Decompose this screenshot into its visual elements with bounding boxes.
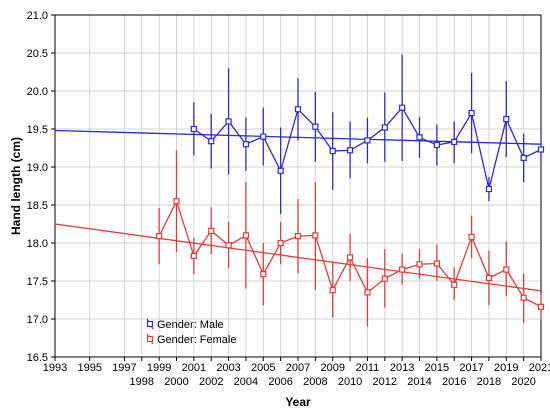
y-axis-ticks: 16.5 17.0 17.5 18.0 18.5 19.0 19.5 20.0 20.5 21.0	[27, 10, 55, 364]
data-point	[225, 118, 232, 125]
y-axis-title: Hand length (cm)	[9, 137, 23, 235]
data-point	[190, 125, 197, 133]
x-tick-label-upper: 2011	[356, 362, 380, 374]
data-point	[433, 260, 440, 267]
x-tick-label-upper: 2015	[425, 362, 449, 374]
x-tick-label-lower: 1998	[130, 376, 154, 388]
x-tick-label-lower: 2016	[442, 376, 466, 388]
data-point	[416, 134, 423, 141]
x-tick-label-upper: 2019	[494, 362, 518, 374]
y-tick-label: 20.5	[27, 48, 48, 60]
data-point	[346, 147, 354, 154]
y-tick-label: 21.0	[27, 10, 48, 22]
data-point	[277, 239, 284, 247]
y-tick-label: 19.0	[27, 162, 48, 174]
data-point	[294, 233, 302, 240]
y-tick-label: 20.0	[27, 86, 48, 98]
data-point	[468, 233, 475, 241]
data-point	[364, 289, 371, 296]
data-point	[381, 275, 388, 282]
x-tick-label-upper: 2007	[286, 362, 310, 374]
data-point	[399, 104, 406, 111]
data-point	[294, 106, 302, 113]
data-point	[329, 147, 336, 155]
legend-marker	[146, 320, 154, 328]
x-tick-label-upper: 1999	[147, 362, 171, 374]
x-tick-label-lower: 2002	[199, 376, 223, 388]
data-point	[537, 146, 545, 153]
y-tick-label: 17.5	[27, 276, 48, 288]
x-tick-label-upper: 1997	[112, 362, 136, 374]
data-point	[260, 133, 267, 140]
y-tick-label: 16.5	[27, 352, 48, 364]
y-tick-label: 19.5	[27, 124, 48, 136]
y-tick-label: 17.0	[27, 314, 48, 326]
x-tick-label-upper: 1995	[77, 362, 101, 374]
x-tick-label-lower: 2020	[511, 376, 535, 388]
x-tick-label-lower: 2006	[268, 376, 292, 388]
data-point	[242, 141, 250, 148]
series-group	[190, 54, 545, 215]
data-point	[485, 185, 493, 193]
data-point	[485, 274, 493, 282]
x-tick-label-lower: 2014	[407, 376, 431, 388]
legend-label: Gender: Male	[157, 319, 224, 331]
x-tick-label-lower: 2012	[373, 376, 397, 388]
data-point	[312, 232, 319, 239]
data-point	[537, 303, 545, 310]
x-tick-label-lower: 2000	[164, 376, 188, 388]
data-point	[433, 141, 440, 149]
data-point	[346, 254, 354, 261]
x-axis-title: Year	[285, 395, 311, 409]
legend: Gender: Male Gender: Female	[146, 318, 236, 346]
x-tick-label-upper: 1993	[43, 362, 67, 374]
data-point	[173, 198, 180, 205]
data-point	[416, 261, 423, 268]
data-point	[277, 167, 284, 174]
legend-marker	[146, 335, 154, 343]
data-point	[190, 252, 197, 260]
x-axis-ticks: 1993 1995 1997 1999 2001 2003 2005 2007 2009 2011…	[43, 357, 550, 388]
data-series	[156, 54, 545, 327]
series-group	[156, 150, 545, 327]
data-point	[260, 271, 267, 278]
data-point	[156, 233, 163, 240]
data-point	[208, 138, 215, 145]
data-point	[503, 266, 510, 273]
data-point	[312, 123, 319, 130]
data-point	[225, 242, 232, 249]
x-tick-label-upper: 2013	[390, 362, 414, 374]
data-point	[399, 266, 406, 273]
x-tick-label-upper: 2005	[251, 362, 275, 374]
data-point	[329, 287, 336, 294]
data-point	[451, 281, 458, 288]
x-tick-label-lower: 2004	[234, 376, 258, 388]
data-point	[451, 138, 458, 146]
y-tick-label: 18.0	[27, 238, 48, 250]
legend-label: Gender: Female	[157, 334, 236, 346]
data-point	[520, 294, 527, 301]
data-point	[364, 137, 371, 144]
x-tick-label-upper: 2003	[216, 362, 240, 374]
data-point	[242, 232, 250, 239]
x-tick-label-lower: 2010	[338, 376, 362, 388]
x-tick-label-lower: 2008	[303, 376, 327, 388]
x-tick-label-upper: 2001	[182, 362, 206, 374]
data-point	[468, 109, 475, 117]
data-point	[520, 154, 527, 161]
y-tick-label: 18.5	[27, 200, 48, 212]
data-point	[503, 116, 510, 123]
x-tick-label-lower: 2018	[477, 376, 501, 388]
data-point	[208, 227, 215, 234]
x-tick-label-upper: 2009	[320, 362, 344, 374]
x-tick-label-upper: 2017	[459, 362, 483, 374]
data-point	[381, 124, 388, 131]
